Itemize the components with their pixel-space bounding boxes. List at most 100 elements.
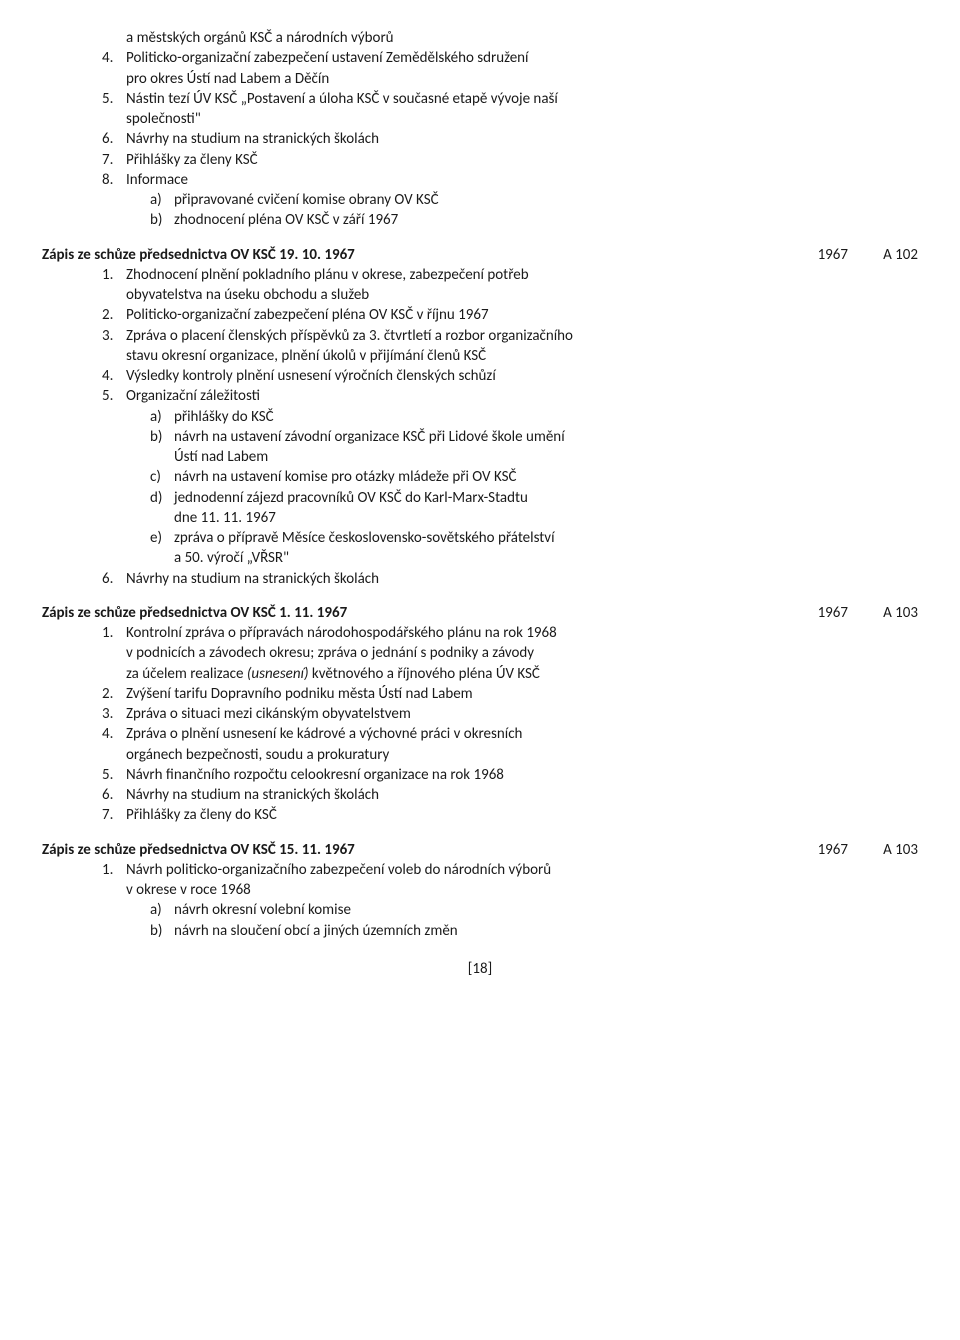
section-head: Zápis ze schůze předsednictva OV KSČ 15.… (42, 840, 918, 860)
page-number: [18] (42, 959, 918, 979)
item-text: Politicko-organizační zabezpečení pléna … (126, 305, 918, 325)
list-item: 4. Zpráva o plnění usnesení ke kádrové a… (102, 724, 918, 765)
item-text: za účelem realizace (usnesení) květnovéh… (126, 664, 918, 684)
list-item: 3. Zpráva o placení členských příspěvků … (102, 326, 918, 367)
item-marker: 6. (102, 129, 113, 149)
item-marker: 3. (102, 326, 113, 346)
list-item: 1. Návrh politicko-organizačního zabezpe… (102, 860, 918, 941)
alpha-text: zpráva o přípravě Měsíce československo-… (174, 528, 918, 548)
item-marker: 5. (102, 386, 113, 406)
alpha-marker: a) (150, 190, 162, 210)
alpha-item: a) připravované cvičení komise obrany OV… (150, 190, 918, 210)
alpha-marker: b) (150, 210, 162, 230)
alpha-item: a) přihlášky do KSČ (150, 407, 918, 427)
list-item: 5. Organizační záležitosti a) přihlášky … (102, 386, 918, 568)
alpha-text: jednodenní zájezd pracovníků OV KSČ do K… (174, 488, 918, 508)
item-marker: 1. (102, 265, 113, 285)
lead-list: a městských orgánů KSČ a národních výbor… (102, 28, 918, 231)
alpha-text: dne 11. 11. 1967 (174, 508, 918, 528)
section-head: Zápis ze schůze předsednictva OV KSČ 1. … (42, 603, 918, 623)
alpha-marker: b) (150, 427, 162, 447)
span-italic: (usnesení) (247, 665, 309, 683)
alpha-text: návrh na ustavení komise pro otázky mlád… (174, 468, 517, 486)
alpha-marker: c) (150, 467, 161, 487)
item-text: Návrh finančního rozpočtu celookresní or… (126, 765, 918, 785)
list-item: 5. Nástin tezí ÚV KSČ „Postavení a úloha… (102, 89, 918, 130)
item-text: Kontrolní zpráva o přípravách národohosp… (126, 623, 918, 643)
item-text: pro okres Ústí nad Labem a Děčín (126, 69, 918, 89)
section-list: 1. Návrh politicko-organizačního zabezpe… (102, 860, 918, 941)
item-marker: 6. (102, 569, 113, 589)
item-text: Nástin tezí ÚV KSČ „Postavení a úloha KS… (126, 89, 918, 109)
item-text: stavu okresní organizace, plnění úkolů v… (126, 346, 918, 366)
item-marker: 2. (102, 305, 113, 325)
list-item: 8. Informace a) připravované cvičení kom… (102, 170, 918, 231)
item-marker: 3. (102, 704, 113, 724)
item-marker: 4. (102, 724, 113, 744)
item-text: Návrhy na studium na stranických školách (126, 785, 918, 805)
alpha-text: přihlášky do KSČ (174, 408, 274, 426)
item-text: Zhodnocení plnění pokladního plánu v okr… (126, 265, 918, 285)
list-item: 3. Zpráva o situaci mezi cikánským obyva… (102, 704, 918, 724)
alpha-text: a 50. výročí „VŘSR" (174, 548, 918, 568)
list-item: 6. Návrhy na studium na stranických škol… (102, 129, 918, 149)
item-text: Přihlášky za členy KSČ (126, 150, 918, 170)
section-3: Zápis ze schůze předsednictva OV KSČ 15.… (42, 840, 918, 941)
list-item: 7. Přihlášky za členy do KSČ (102, 805, 918, 825)
section-1: Zápis ze schůze předsednictva OV KSČ 19.… (42, 245, 918, 589)
alpha-marker: a) (150, 900, 162, 920)
alpha-text: připravované cvičení komise obrany OV KS… (174, 191, 439, 209)
alpha-item: e) zpráva o přípravě Měsíce českoslovens… (150, 528, 918, 569)
item-text: Zpráva o plnění usnesení ke kádrové a vý… (126, 724, 918, 744)
item-text: Organizační záležitosti (126, 386, 918, 406)
alpha-marker: a) (150, 407, 162, 427)
item-text: orgánech bezpečnosti, soudu a prokuratur… (126, 745, 918, 765)
list-item: 7. Přihlášky za členy KSČ (102, 150, 918, 170)
section-title: Zápis ze schůze předsednictva OV KSČ 15.… (42, 840, 778, 860)
lead-section: a městských orgánů KSČ a národních výbor… (42, 28, 918, 231)
section-year: 1967 (778, 245, 848, 265)
alpha-item: b) návrh na sloučení obcí a jiných územn… (150, 921, 918, 941)
item-text: a městských orgánů KSČ a národních výbor… (126, 28, 918, 48)
alpha-item: c) návrh na ustavení komise pro otázky m… (150, 467, 918, 487)
section-title: Zápis ze schůze předsednictva OV KSČ 19.… (42, 245, 778, 265)
item-marker: 1. (102, 623, 113, 643)
item-text: Politicko-organizační zabezpečení ustave… (126, 48, 918, 68)
alpha-item: b) zhodnocení pléna OV KSČ v září 1967 (150, 210, 918, 230)
item-text: Přihlášky za členy do KSČ (126, 805, 918, 825)
item-marker: 5. (102, 765, 113, 785)
section-ref: A 103 (848, 840, 918, 860)
list-item: 5. Návrh finančního rozpočtu celookresní… (102, 765, 918, 785)
item-text: v podnicích a závodech okresu; zpráva o … (126, 643, 918, 663)
alpha-text: návrh okresní volební komise (174, 901, 351, 919)
section-ref: A 102 (848, 245, 918, 265)
item-text: Zvýšení tarifu Dopravního podniku města … (126, 684, 918, 704)
alpha-marker: b) (150, 921, 162, 941)
item-text: v okrese v roce 1968 (126, 880, 918, 900)
list-item: 4. Politicko-organizační zabezpečení ust… (102, 48, 918, 89)
span-post: květnového a říjnového pléna ÚV KSČ (309, 665, 540, 683)
section-list: 1. Zhodnocení plnění pokladního plánu v … (102, 265, 918, 589)
list-item: 1. Zhodnocení plnění pokladního plánu v … (102, 265, 918, 306)
alpha-marker: e) (150, 528, 162, 548)
alpha-list: a) připravované cvičení komise obrany OV… (150, 190, 918, 231)
section-year: 1967 (778, 840, 848, 860)
item-marker: 2. (102, 684, 113, 704)
section-list: 1. Kontrolní zpráva o přípravách národoh… (102, 623, 918, 826)
item-text: obyvatelstva na úseku obchodu a služeb (126, 285, 918, 305)
span-pre: za účelem realizace (126, 665, 247, 683)
alpha-list: a) přihlášky do KSČ b) návrh na ustavení… (150, 407, 918, 569)
alpha-list: a) návrh okresní volební komise b) návrh… (150, 900, 918, 941)
item-marker: 6. (102, 785, 113, 805)
item-text: Návrhy na studium na stranických školách (126, 569, 918, 589)
item-text: Informace (126, 170, 918, 190)
item-marker: 4. (102, 366, 113, 386)
item-marker: 7. (102, 805, 113, 825)
item-text: Návrhy na studium na stranických školách (126, 129, 918, 149)
alpha-item: b) návrh na ustavení závodní organizace … (150, 427, 918, 468)
item-text: Návrh politicko-organizačního zabezpečen… (126, 860, 918, 880)
alpha-text: Ústí nad Labem (174, 447, 918, 467)
list-item: 2. Zvýšení tarifu Dopravního podniku měs… (102, 684, 918, 704)
list-item: a městských orgánů KSČ a národních výbor… (102, 28, 918, 48)
section-2: Zápis ze schůze předsednictva OV KSČ 1. … (42, 603, 918, 826)
